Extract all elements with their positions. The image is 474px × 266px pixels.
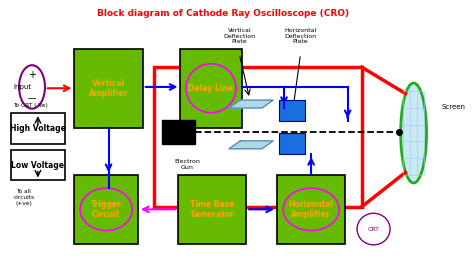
Text: To all
circuits
(+ve): To all circuits (+ve) — [13, 189, 34, 206]
Ellipse shape — [19, 65, 45, 109]
Text: Low Voltage: Low Voltage — [11, 161, 64, 170]
Bar — [178, 175, 246, 244]
Bar — [181, 49, 242, 128]
Text: —: — — [28, 94, 36, 103]
Text: To CRT (-Ve): To CRT (-Ve) — [13, 103, 48, 108]
Bar — [155, 67, 362, 207]
Bar — [279, 133, 305, 154]
Text: Screen: Screen — [442, 104, 466, 110]
Bar — [162, 120, 194, 144]
Polygon shape — [229, 100, 273, 108]
Text: +: + — [28, 70, 36, 80]
Text: CRT: CRT — [367, 227, 380, 232]
Text: Delay Line: Delay Line — [189, 84, 234, 93]
Text: Time Base
Generator: Time Base Generator — [190, 200, 235, 219]
Bar — [74, 175, 138, 244]
Text: Trigger
Circuit: Trigger Circuit — [91, 200, 122, 219]
Text: Block diagram of Cathode Ray Oscilloscope (CRO): Block diagram of Cathode Ray Oscilloscop… — [97, 9, 349, 18]
Bar — [11, 150, 65, 180]
Text: Vertical
Deflection
Plate: Vertical Deflection Plate — [223, 28, 255, 44]
Ellipse shape — [401, 83, 427, 183]
Bar — [11, 113, 65, 144]
Text: High Voltage: High Voltage — [10, 124, 66, 133]
Bar — [279, 100, 305, 121]
Text: Horizontal
Amplifier: Horizontal Amplifier — [289, 200, 334, 219]
Polygon shape — [229, 141, 273, 149]
Text: Electron
Gun: Electron Gun — [174, 159, 201, 170]
Text: Horizontal
Deflection
Plate: Horizontal Deflection Plate — [284, 28, 317, 44]
Text: Input: Input — [13, 84, 31, 90]
Bar — [277, 175, 345, 244]
Bar — [74, 49, 143, 128]
Text: Vertical
Amplifier: Vertical Amplifier — [89, 78, 128, 98]
